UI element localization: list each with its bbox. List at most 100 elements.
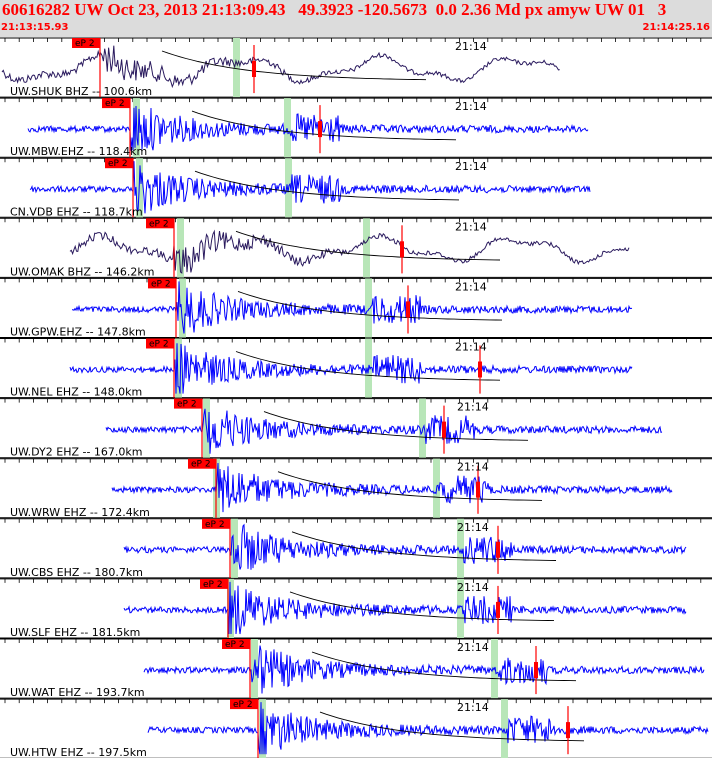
pick-label: eP 2 (108, 159, 128, 169)
waveform-trace (27, 105, 589, 151)
station-label: UW.DY2 EHZ -- 167.0km (10, 446, 143, 459)
minute-label: 21:14 (457, 401, 489, 414)
waveform-trace (143, 645, 705, 694)
moveout-curve (161, 50, 427, 81)
waveform-trace (123, 523, 687, 570)
p-window-band (175, 338, 182, 398)
trace-row-12: eP 2 21:14 UW.HTW EHZ -- 197.5km (0, 698, 712, 758)
waveform-trace (111, 462, 673, 513)
coda-marker-block (406, 301, 410, 318)
moveout-curve (237, 290, 503, 321)
minute-label: 21:14 (457, 641, 489, 654)
minute-label: 21:14 (455, 100, 487, 113)
minute-label: 21:14 (455, 220, 487, 233)
trace-row-3: eP 2 21:14 CN.VDB EHZ -- 118.7km (0, 157, 712, 218)
coda-marker-block (478, 361, 482, 378)
pick-label-box (188, 458, 216, 469)
pick-label: eP 2 (105, 99, 125, 109)
moveout-curve (191, 110, 457, 141)
minute-label: 21:14 (457, 581, 489, 594)
pick-label: eP 2 (177, 400, 197, 410)
pick-label: eP 2 (203, 580, 223, 590)
pick-label-box (146, 338, 174, 349)
pick-label: eP 2 (233, 700, 253, 710)
s-window-band (365, 278, 372, 338)
minute-label: 21:14 (455, 341, 487, 354)
station-label: UW.SLF EHZ -- 181.5km (10, 626, 140, 639)
minute-label: 21:14 (457, 701, 489, 714)
trace-row-4: eP 2 21:14 UW.OMAK BHZ -- 146.2km (0, 217, 712, 278)
waveform-trace (105, 408, 663, 454)
station-label: UW.MBW.EHZ -- 118.4km (10, 145, 147, 158)
moveout-curve (235, 230, 501, 261)
p-window-band (177, 218, 184, 278)
waveform-trace (147, 702, 709, 755)
moveout-curve (289, 591, 555, 622)
pick-label: eP 2 (151, 279, 171, 289)
pick-label: eP 2 (149, 340, 169, 350)
moveout-curve (311, 651, 577, 682)
station-label: UW.GPW.EHZ -- 147.8km (10, 326, 146, 339)
pick-label-box (146, 218, 174, 229)
pick-label: eP 2 (225, 640, 245, 650)
pick-label-box (72, 38, 100, 48)
event-title: 60616282 UW Oct 23, 2013 21:13:09.43 49.… (2, 0, 667, 19)
waveform-trace (69, 343, 633, 394)
waveform-trace (69, 229, 630, 274)
pick-label-box (148, 278, 176, 289)
moveout-curve (194, 170, 460, 201)
trace-row-11: eP 2 21:14 UW.WAT EHZ -- 193.7km (0, 638, 712, 699)
pick-label-box (202, 518, 230, 529)
trace-row-5: eP 2 21:14 UW.GPW.EHZ -- 147.8km (0, 277, 712, 339)
header-bar: 60616282 UW Oct 23, 2013 21:13:09.43 49.… (0, 0, 712, 37)
pick-label: eP 2 (149, 219, 169, 229)
minute-label: 21:14 (455, 40, 487, 53)
trace-row-6: eP 2 21:14 UW.NEL EHZ -- 148.0km (0, 338, 712, 399)
coda-marker-block (534, 662, 538, 678)
trace-row-10: eP 2 21:14 UW.SLF EHZ -- 181.5km (0, 578, 712, 639)
pick-label-box (102, 98, 130, 109)
moveout-curve (319, 711, 585, 742)
coda-marker-block (400, 241, 404, 258)
pick-label-box (105, 158, 133, 169)
coda-marker-block (476, 481, 480, 498)
moveout-curve (235, 351, 501, 381)
minute-label: 21:14 (455, 280, 487, 293)
pick-label: eP 2 (191, 460, 211, 470)
moveout-curve (291, 531, 557, 561)
coda-marker-block (566, 722, 570, 739)
trace-row-1: eP 2 21:14 UW.SHUK BHZ -- 100.6km (0, 37, 712, 98)
pick-label-box (200, 578, 228, 589)
pick-label-box (230, 699, 258, 710)
station-label: UW.WAT EHZ -- 193.7km (10, 686, 145, 699)
station-label: CN.VDB EHZ -- 118.7km (10, 205, 143, 218)
pick-label-box (174, 398, 202, 409)
trace-row-2: eP 2 21:14 UW.MBW.EHZ -- 118.4km (0, 97, 712, 158)
s-window-band (363, 218, 370, 278)
end-time: 21:14:25.16 (642, 22, 710, 33)
station-label: UW.SHUK BHZ -- 100.6km (10, 85, 152, 98)
s-window-band (457, 578, 464, 638)
p-window-band (179, 278, 186, 338)
p-window-band (231, 518, 238, 578)
moveout-curve (263, 411, 529, 441)
coda-marker-block (496, 541, 500, 558)
s-window-band (457, 518, 464, 578)
station-label: UW.CBS EHZ -- 180.7km (10, 566, 143, 579)
station-label: UW.HTW EHZ -- 197.5km (10, 746, 147, 758)
coda-marker-block (252, 61, 256, 77)
station-label: UW.WRW EHZ -- 172.4km (10, 506, 150, 519)
trace-row-8: eP 2 21:14 UW.WRW EHZ -- 172.4km (0, 458, 712, 519)
trace-row-9: eP 2 21:14 UW.CBS EHZ -- 180.7km (0, 518, 712, 579)
start-time: 21:13:15.93 (1, 22, 69, 33)
pick-label-box (222, 639, 250, 649)
station-label: UW.OMAK BHZ -- 146.2km (10, 265, 154, 278)
coda-marker-block (442, 421, 446, 438)
coda-marker-block (318, 121, 322, 138)
waveform-trace (29, 161, 591, 214)
s-window-band (284, 98, 291, 158)
station-label: UW.NEL EHZ -- 148.0km (10, 386, 142, 399)
coda-marker-block (496, 601, 500, 618)
moveout-curve (277, 471, 543, 501)
